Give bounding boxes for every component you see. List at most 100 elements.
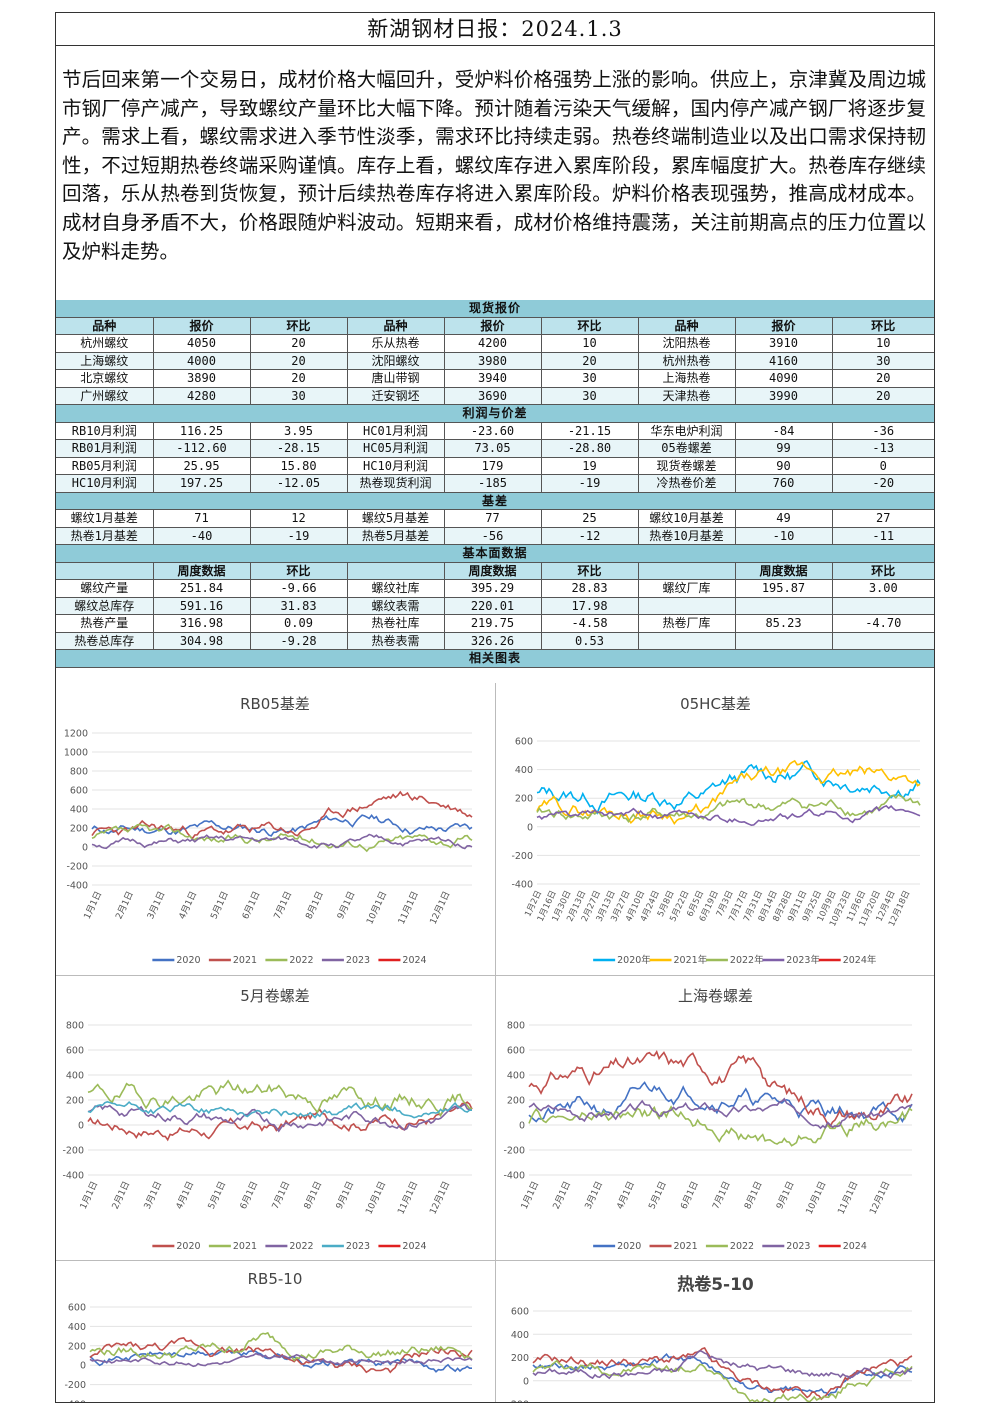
table-cell: -11	[832, 527, 934, 545]
table-row: 螺纹产量 251.84 -9.66 螺纹社库 395.29 28.83 螺纹厂库 195.87…	[56, 579, 934, 598]
column-header: 环比	[832, 317, 934, 335]
x-tick-label: 2月1日	[113, 890, 135, 921]
x-tick-label: 4月1日	[177, 890, 199, 921]
legend-label: 2020	[617, 1241, 641, 1252]
table-cell	[832, 597, 934, 615]
table-cell: 395.29	[444, 579, 542, 598]
table-cell: 乐从热卷	[347, 334, 445, 353]
y-tick-label: 0	[82, 843, 88, 854]
table-cell: 北京螺纹	[56, 369, 154, 388]
column-header: 环比	[541, 562, 639, 580]
table-cell: 螺纹产量	[56, 579, 154, 598]
table-cell: 20	[832, 369, 934, 388]
legend-label: 2020	[176, 955, 200, 966]
table-cell: HC01月利润	[347, 422, 445, 440]
table-row: 上海螺纹 4000 20 沈阳螺纹 3980 20 杭州热卷 4160 30	[56, 352, 934, 370]
section-title: 基差	[56, 492, 934, 510]
table-cell: 30	[541, 387, 639, 405]
data-table: 现货报价 品种 报价 环比 品种 报价 环比 品种 报价 环比 杭州螺纹 4050 20 乐从热卷 4200…	[56, 300, 934, 668]
x-tick-label: 6月1日	[238, 1180, 260, 1211]
table-cell: 3890	[153, 369, 251, 388]
table-cell: 4050	[153, 334, 251, 353]
column-header	[347, 562, 445, 580]
table-cell: 螺纹10月基差	[638, 509, 736, 528]
y-tick-label: 400	[515, 765, 533, 776]
table-cell: -40	[153, 527, 251, 545]
section-title: 基本面数据	[56, 544, 934, 563]
x-tick-label: 8月1日	[303, 890, 325, 921]
table-cell: 99	[735, 439, 833, 458]
table-cell: -56	[444, 527, 542, 545]
x-tick-label: 7月1日	[272, 890, 294, 921]
column-header-row: 周度数据 环比 周度数据 环比 周度数据 环比	[56, 562, 934, 580]
y-tick-label: 600	[70, 786, 88, 797]
chart-05hc-basis: 05HC基差 600 400 200 0 -200 -400 1月2日 1月16日 1月30日 2月…	[497, 683, 934, 973]
table-cell	[638, 632, 736, 650]
table-row: 广州螺纹 4280 30 迁安钢坯 3690 30 天津热卷 3990 20	[56, 387, 934, 405]
x-tick-label: 5月1日	[208, 890, 230, 921]
x-tick-label: 2月1日	[110, 1180, 132, 1211]
table-cell: 热卷5月基差	[347, 527, 445, 545]
legend-label: 2024	[843, 1241, 867, 1252]
section-title: 利润与价差	[56, 404, 934, 423]
table-cell: -13	[832, 439, 934, 458]
table-cell: 3980	[444, 352, 542, 370]
x-tick-label: 9月1日	[774, 1180, 796, 1211]
table-cell: 3690	[444, 387, 542, 405]
table-cell: 冷热卷价差	[638, 474, 736, 493]
legend-label: 2024年	[843, 954, 877, 966]
x-tick-label: 1月1日	[82, 890, 104, 921]
table-cell: 热卷10月基差	[638, 527, 736, 545]
table-cell: 90	[735, 457, 833, 475]
table-cell: 沈阳热卷	[638, 334, 736, 353]
legend-label: 2023	[786, 1241, 810, 1252]
table-cell: 0	[832, 457, 934, 475]
table-cell: HC10月利润	[347, 457, 445, 475]
series-line	[87, 1079, 473, 1118]
table-row: 杭州螺纹 4050 20 乐从热卷 4200 10 沈阳热卷 3910 10	[56, 334, 934, 353]
table-cell: 251.84	[153, 579, 251, 598]
table-cell: 304.98	[153, 632, 251, 650]
table-cell: -4.58	[541, 614, 639, 633]
y-tick-label: 400	[507, 1071, 525, 1082]
y-tick-label: -400	[62, 1171, 84, 1182]
series-line	[536, 804, 921, 827]
table-cell: -12	[541, 527, 639, 545]
chart-svg: RB5-10 600 400 200 0 -200 -400	[64, 1270, 473, 1402]
table-cell: -28.15	[250, 439, 348, 458]
table-cell: 19	[541, 457, 639, 475]
x-tick-label: 5月1日	[206, 1180, 228, 1211]
series-line	[87, 1100, 473, 1119]
table-cell: 4000	[153, 352, 251, 370]
table-cell: 30	[250, 387, 348, 405]
table-cell: 591.16	[153, 597, 251, 615]
table-cell: HC10月利润	[56, 474, 154, 493]
table-cell: 12	[250, 509, 348, 528]
section-header: 利润与价差	[56, 404, 934, 423]
table-cell: 10	[541, 334, 639, 353]
column-header: 周度数据	[153, 562, 251, 580]
legend-label: 2022	[289, 955, 313, 966]
table-cell: -9.28	[250, 632, 348, 650]
y-tick-label: -400	[511, 880, 533, 891]
x-tick-label: 3月1日	[583, 1180, 605, 1211]
x-tick-label: 9月1日	[334, 1180, 356, 1211]
series-line	[89, 1352, 473, 1368]
table-cell: -10	[735, 527, 833, 545]
x-tick-label: 11月1日	[396, 890, 421, 927]
chart-may-hc-rb-spread: 5月卷螺差 800 600 400 200 0 -200 -400 1月1日 2月1日 3月1日 4月…	[56, 977, 494, 1259]
legend-label: 2020	[176, 1241, 200, 1252]
x-tick-label: 9月1日	[335, 890, 357, 921]
section-title: 相关图表	[56, 649, 934, 668]
series-line	[532, 1359, 913, 1402]
y-tick-label: 800	[507, 1021, 525, 1032]
section-header: 相关图表	[56, 649, 934, 668]
table-cell: 3910	[735, 334, 833, 353]
legend-label: 2022年	[730, 954, 764, 966]
y-tick-label: 800	[66, 1021, 84, 1032]
table-row: 热卷总库存 304.98 -9.28 热卷表需 326.26 0.53	[56, 632, 934, 650]
x-tick-label: 2月1日	[551, 1180, 573, 1211]
legend-label: 2023	[346, 955, 370, 966]
x-tick-label: 4月1日	[174, 1180, 196, 1211]
